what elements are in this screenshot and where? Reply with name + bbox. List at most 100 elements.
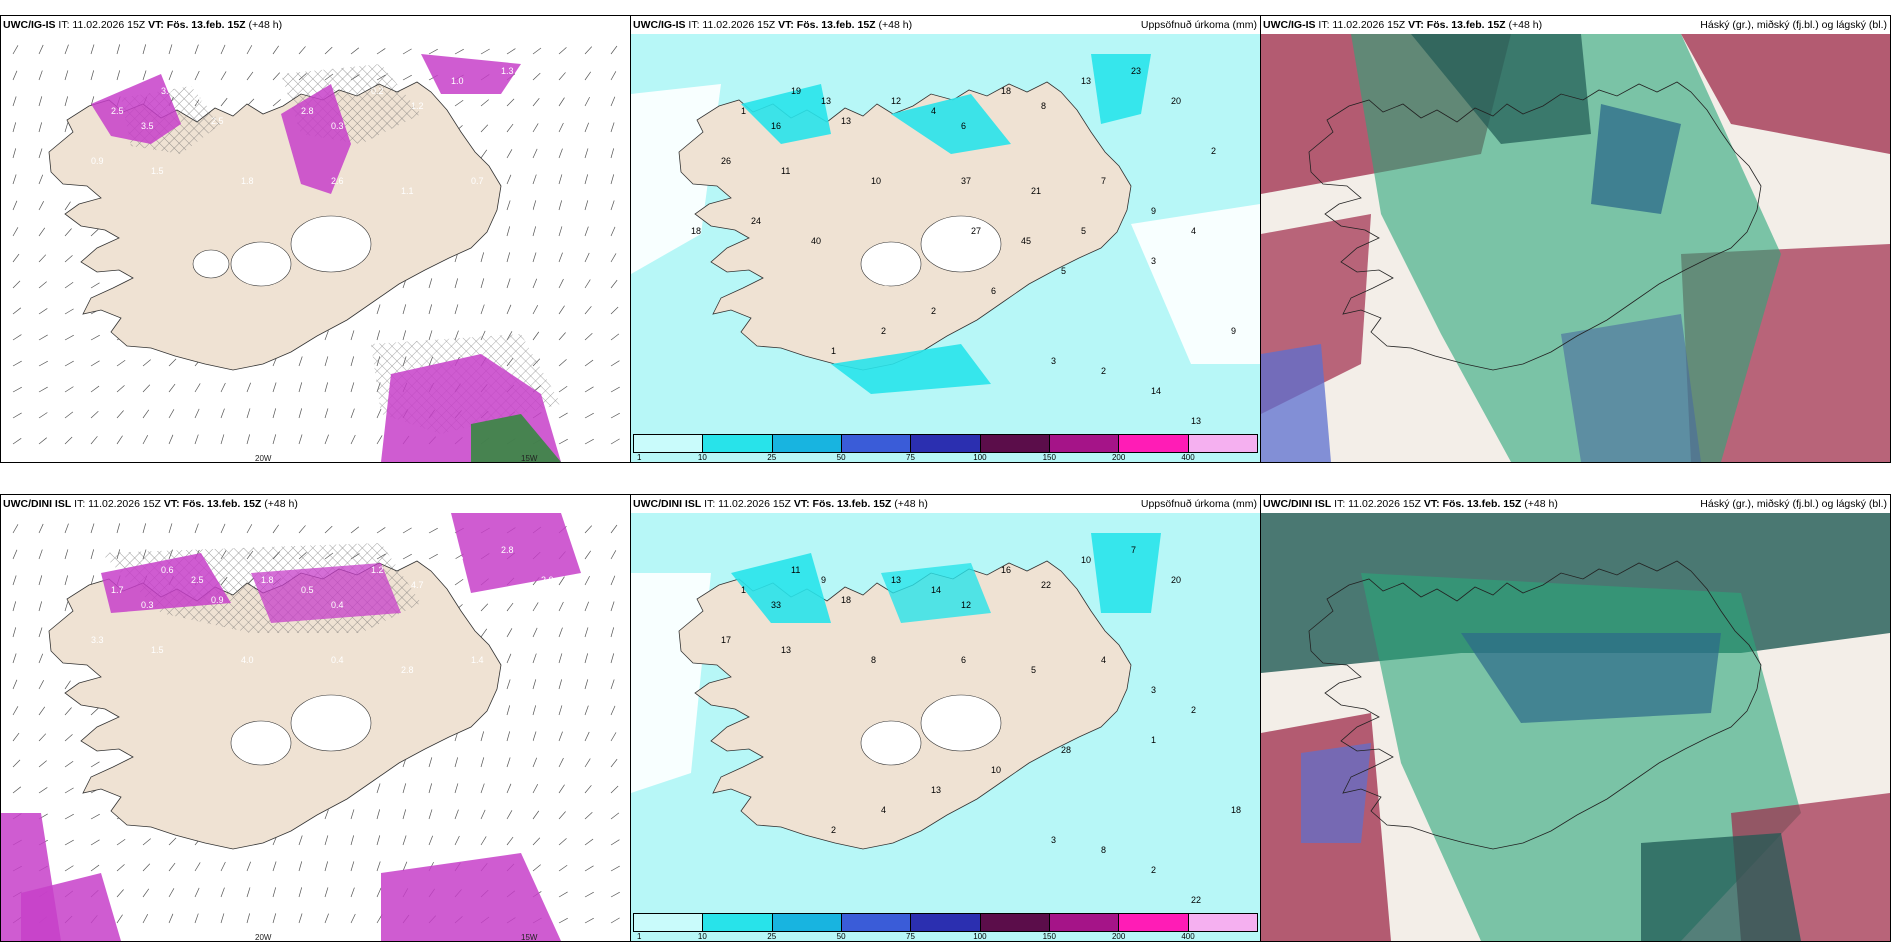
wind-barb-icon (298, 861, 303, 872)
value-label: 0.6 (161, 565, 174, 575)
wind-barb-icon (584, 46, 593, 55)
wind-barb-icon (64, 96, 69, 107)
wind-barb-icon (64, 308, 74, 315)
model-label: UWC/DINI ISL (633, 498, 702, 510)
wind-barb-icon (142, 409, 150, 419)
wind-barb-icon (454, 278, 459, 289)
snow-area (281, 84, 351, 194)
wind-barb-icon (90, 575, 95, 586)
wind-barb-icon (298, 913, 303, 924)
wind-barb-icon (38, 627, 43, 638)
wind-barb-icon (350, 913, 356, 924)
wind-barb-icon (324, 913, 329, 924)
wind-barb-icon (610, 360, 620, 367)
value-label: 2.8 (301, 106, 314, 116)
wind-barb-icon (12, 334, 22, 341)
wind-barb-icon (350, 356, 355, 367)
lon-label: 15W (521, 454, 538, 463)
value-label: 13 (1081, 76, 1091, 86)
value-label: 19 (791, 86, 801, 96)
colorbar-cell (841, 914, 912, 931)
cloud-map (1261, 34, 1890, 462)
valid-time: VT: Fös. 13.feb. 15Z (163, 498, 262, 510)
lead-time: (+48 h) (248, 19, 283, 31)
wind-barb-icon (12, 96, 17, 107)
wind-barb-icon (584, 731, 590, 742)
wind-barb-icon (584, 601, 589, 612)
wind-barb-icon (116, 864, 125, 872)
wind-barb-icon (558, 200, 563, 211)
wind-barb-icon (428, 757, 433, 768)
wind-barb-icon (116, 385, 125, 393)
wind-barb-icon (350, 526, 360, 534)
wind-barb-icon (558, 305, 565, 315)
wind-barb-icon (272, 524, 279, 534)
wind-barb-icon (376, 527, 386, 534)
cloud-map (1261, 513, 1890, 941)
wind-barb-icon (90, 385, 100, 393)
wind-barb-icon (90, 228, 99, 237)
wind-barb-icon (506, 304, 512, 315)
wind-barb-icon (168, 70, 173, 81)
wind-barb-icon (168, 913, 174, 924)
wind-barb-icon (38, 70, 43, 81)
wind-barb-icon (402, 783, 407, 794)
wind-barb-icon (532, 757, 538, 768)
wind-barb-icon (142, 523, 147, 534)
value-label: 13 (781, 645, 791, 655)
colorbar-cell (841, 435, 912, 452)
wind-barb-icon (116, 70, 121, 81)
wind-barb-icon (12, 627, 17, 638)
mid-cloud-thick (1591, 104, 1681, 214)
wind-barb-icon (90, 334, 100, 341)
wind-barb-icon (376, 861, 381, 872)
value-label: 12 (891, 96, 901, 106)
wind-barb-icon (558, 627, 563, 638)
wind-barb-icon (480, 836, 487, 846)
wind-barb-icon (558, 438, 568, 445)
value-label: 3.3 (91, 635, 104, 645)
value-label: 22 (1041, 580, 1051, 590)
wind-barb-icon (12, 200, 18, 211)
wind-barb-icon (12, 280, 21, 289)
wind-barb-icon (168, 837, 177, 846)
snow-area (421, 54, 521, 94)
wind-barb-icon (64, 386, 74, 393)
wind-barb-icon (584, 917, 594, 924)
valid-time: VT: Fös. 13.feb. 15Z (793, 498, 892, 510)
colorbar-cell (1188, 914, 1257, 931)
value-label: 21 (1031, 186, 1041, 196)
wind-barb-icon (506, 836, 514, 846)
wind-barb-icon (610, 732, 617, 742)
wind-barb-icon (558, 731, 563, 742)
wind-barb-icon (584, 811, 593, 820)
wind-barb-icon (584, 122, 589, 133)
wind-barb-icon (584, 838, 594, 846)
wind-barb-icon (64, 707, 72, 716)
wind-barb-icon (584, 412, 594, 419)
wind-barb-icon (298, 356, 303, 367)
wind-barb-icon (610, 333, 620, 341)
wind-barb-icon (64, 865, 74, 872)
lon-label: 20W (255, 454, 272, 463)
wind-barb-icon (90, 282, 100, 289)
wind-barb-icon (532, 837, 541, 846)
snow-map: 1.7 0.6 2.5 0.3 0.9 1.8 0.5 0.4 1.2 4.7 0.3 2.8 2.0 3… (1, 513, 630, 941)
panel-field-label: Uppsöfnuð úrkoma (mm) (1140, 19, 1257, 31)
value-label: 1.8 (261, 575, 274, 585)
wind-barb-icon (272, 382, 277, 393)
wind-barb-icon (90, 864, 100, 872)
value-label: 11 (791, 565, 800, 575)
value-label: 40 (811, 236, 821, 246)
wind-barb-icon (506, 252, 511, 263)
wind-barb-icon (584, 200, 589, 211)
wind-barb-icon (12, 786, 22, 794)
wind-barb-icon (12, 732, 20, 742)
wind-barb-icon (38, 174, 44, 185)
snow-area (451, 513, 581, 593)
value-label: 17 (721, 635, 731, 645)
panel-field-label: Háský (gr.), miðský (fj.bl.) og lágský (… (1700, 498, 1887, 510)
wind-barb-icon (116, 44, 121, 55)
wind-barb-icon (480, 731, 485, 742)
value-label: 0.4 (541, 96, 554, 106)
